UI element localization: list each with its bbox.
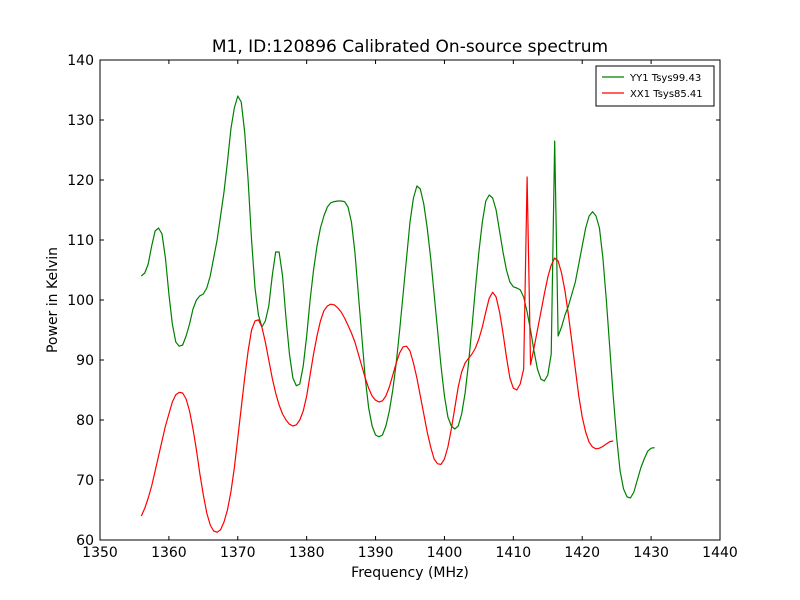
x-tick-label: 1350	[82, 545, 118, 561]
series-line-2	[140, 176, 614, 533]
y-tick-label: 140	[67, 53, 94, 69]
x-axis-label: Frequency (MHz)	[351, 565, 469, 581]
plot-area: 1350 1360 1370 1380 1390 1400 1410 1420 1430 1440…	[67, 53, 738, 561]
legend-label-1: YY1 Tsys99.43	[629, 73, 701, 84]
legend: YY1 Tsys99.43 XX1 Tsys85.41	[595, 65, 715, 107]
y-tick-label: 70	[76, 473, 94, 489]
y-axis-label: Power in Kelvin	[45, 247, 61, 353]
y-tick-label: 120	[67, 173, 94, 189]
x-tick-label: 1370	[220, 545, 256, 561]
x-tick-label: 1400	[427, 545, 463, 561]
x-tick-label: 1430	[633, 545, 669, 561]
y-tick-label: 90	[76, 353, 94, 369]
x-tick-label: 1390	[358, 545, 394, 561]
y-tick-label: 60	[76, 533, 94, 549]
y-tick-label: 100	[67, 293, 94, 309]
x-tick-label: 1360	[151, 545, 187, 561]
x-tick-label: 1420	[564, 545, 600, 561]
series-line-1	[140, 95, 655, 499]
x-tick-label: 1380	[289, 545, 325, 561]
chart-title: M1, ID:120896 Calibrated On-source spect…	[212, 37, 608, 57]
legend-label-2: XX1 Tsys85.41	[630, 89, 703, 100]
y-tick-label: 110	[67, 233, 94, 249]
y-tick-label: 80	[76, 413, 94, 429]
y-tick-label: 130	[67, 113, 94, 129]
x-tick-label: 1410	[496, 545, 532, 561]
legend-box	[595, 65, 715, 107]
x-tick-label: 1440	[702, 545, 738, 561]
